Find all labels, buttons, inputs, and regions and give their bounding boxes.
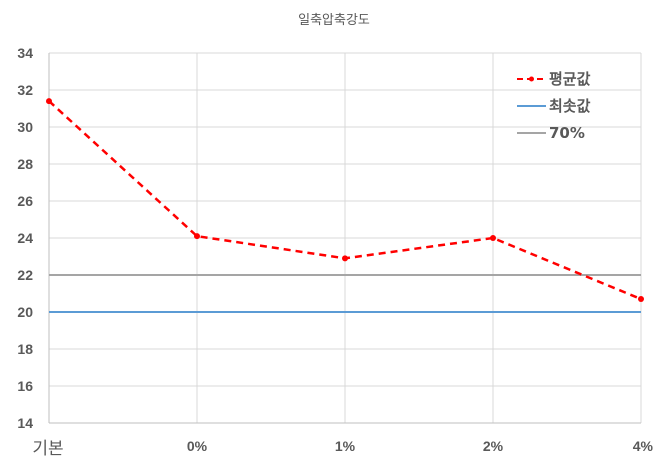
data-point-marker — [638, 296, 644, 303]
legend-marker — [529, 76, 534, 82]
y-tick-label: 28 — [17, 156, 33, 172]
x-tick-label: 1% — [335, 438, 356, 454]
y-tick-label: 14 — [17, 415, 33, 431]
y-tick-label: 26 — [17, 193, 33, 209]
data-point-marker — [342, 255, 348, 262]
y-tick-label: 34 — [17, 45, 33, 61]
x-tick-label: 0% — [187, 438, 208, 454]
y-tick-label: 16 — [17, 378, 33, 394]
chart-title: 일축압축강도 — [298, 13, 370, 28]
y-tick-label: 32 — [17, 82, 33, 98]
data-point-marker — [46, 98, 52, 105]
x-tick-label: 2% — [483, 438, 504, 454]
y-tick-label: 18 — [17, 341, 33, 357]
x-tick-label: 4% — [633, 438, 654, 454]
x-tick-label: 기본 — [32, 439, 63, 459]
y-tick-label: 30 — [17, 119, 33, 135]
data-point-marker — [194, 233, 200, 240]
legend-label-1: 평균값 — [549, 70, 591, 88]
y-tick-label: 22 — [17, 267, 33, 283]
y-tick-label: 20 — [17, 304, 33, 320]
data-point-marker — [490, 235, 496, 241]
y-tick-label: 24 — [17, 230, 33, 246]
legend-label-3: 70% — [549, 124, 585, 142]
legend-label-2: 최솟값 — [549, 97, 591, 115]
